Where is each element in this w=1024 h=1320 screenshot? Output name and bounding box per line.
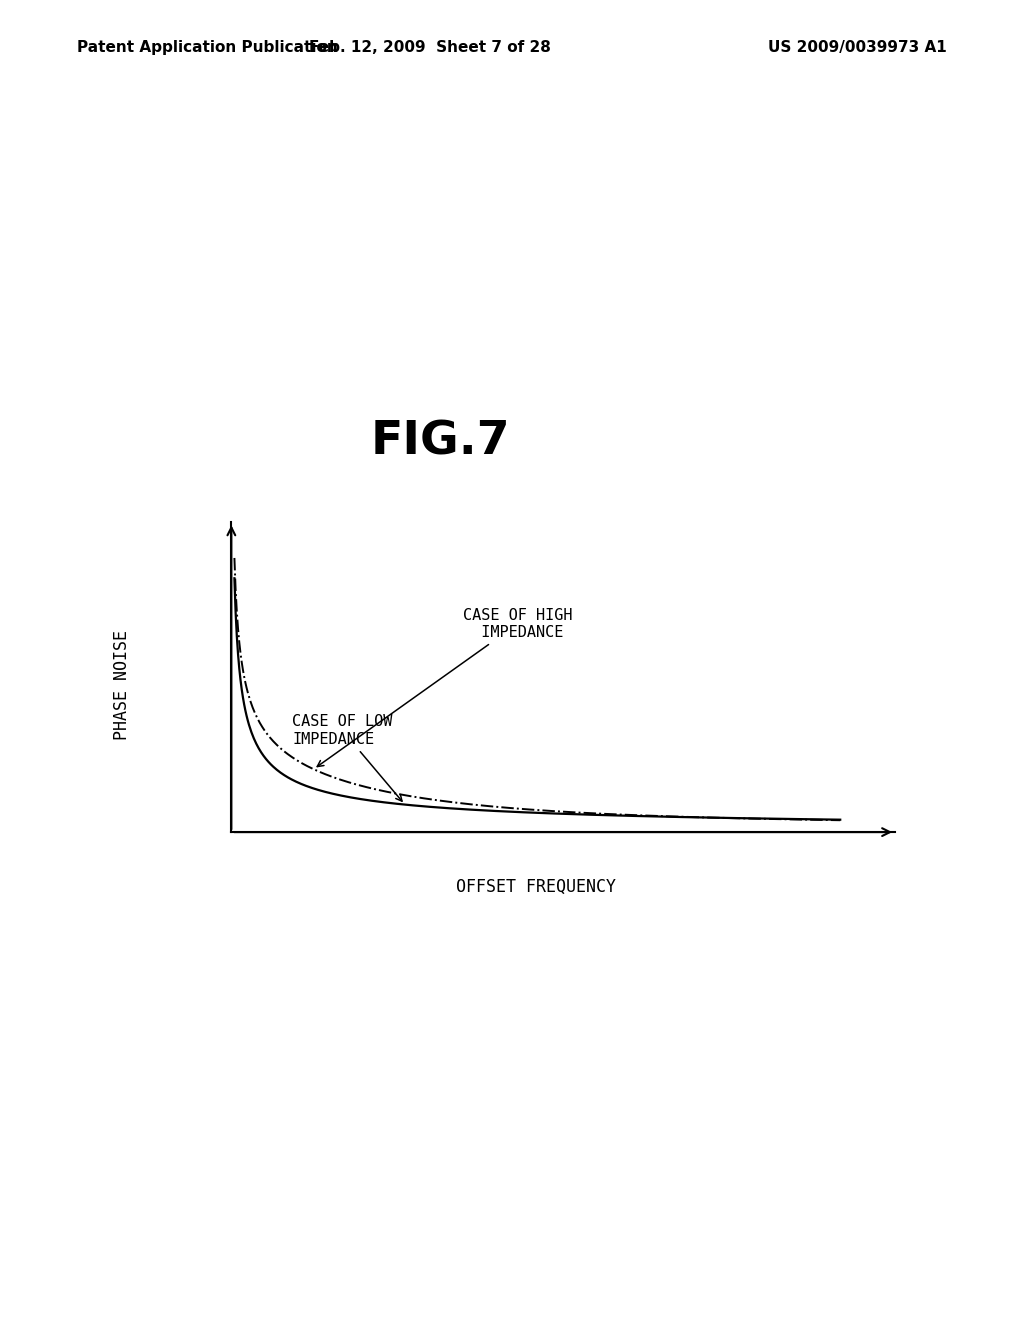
Text: OFFSET FREQUENCY: OFFSET FREQUENCY [456, 878, 615, 896]
Text: CASE OF LOW
IMPEDANCE: CASE OF LOW IMPEDANCE [292, 714, 402, 801]
Text: FIG.7: FIG.7 [371, 420, 510, 465]
Text: CASE OF HIGH
  IMPEDANCE: CASE OF HIGH IMPEDANCE [317, 607, 572, 767]
Text: Patent Application Publication: Patent Application Publication [77, 40, 338, 55]
Text: PHASE NOISE: PHASE NOISE [113, 630, 131, 741]
Text: Feb. 12, 2009  Sheet 7 of 28: Feb. 12, 2009 Sheet 7 of 28 [309, 40, 551, 55]
Text: US 2009/0039973 A1: US 2009/0039973 A1 [768, 40, 947, 55]
